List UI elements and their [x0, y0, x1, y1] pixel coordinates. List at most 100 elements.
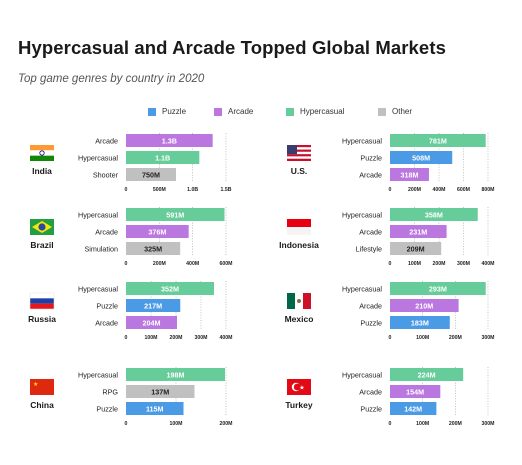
value-label: 325M — [144, 245, 162, 254]
category-label: Arcade — [95, 137, 118, 146]
tick-label: 100M — [416, 421, 429, 427]
category-label: Hypercasual — [78, 285, 118, 294]
panel-brazil: Brazil Hypercasual 591M Arcade 376M Simulatio… — [30, 207, 232, 267]
country-name: Russia — [28, 314, 56, 324]
category-label: Arcade — [359, 388, 382, 397]
value-label: 1.3B — [162, 137, 177, 146]
tick-label: 200M — [153, 261, 166, 267]
value-label: 352M — [161, 285, 179, 294]
tick-label: 200M — [449, 335, 462, 341]
panel-russia: Russia Hypercasual 352M Puzzle 217M Arcade 204… — [28, 281, 232, 341]
tick-label: 0 — [125, 261, 128, 267]
country-name: India — [32, 166, 52, 176]
value-label: 154M — [406, 388, 424, 397]
legend-swatch — [148, 107, 156, 116]
panel-indonesia: Indonesia Hypercasual 358M Arcade 231M Lifest… — [279, 207, 494, 267]
category-label: Puzzle — [96, 302, 118, 311]
value-label: 217M — [144, 302, 162, 311]
bar — [390, 225, 447, 238]
panel-china: ★ China Hypercasual 198M RPG 137M Puzzle 115M 0 1… — [30, 367, 232, 427]
flag-india-icon — [30, 145, 54, 161]
panel-mexico: Mexico Hypercasual 293M Arcade 210M Puzzle 183… — [285, 281, 495, 341]
tick-label: 100M — [416, 335, 429, 341]
category-label: Shooter — [93, 171, 119, 180]
country-name: Mexico — [285, 314, 314, 324]
category-label: Arcade — [95, 228, 118, 237]
value-label: 293M — [429, 285, 447, 294]
category-label: Hypercasual — [78, 154, 118, 163]
country-name: U.S. — [291, 166, 308, 176]
tick-label: 200M — [449, 421, 462, 427]
category-label: Puzzle — [360, 405, 382, 414]
bar — [126, 242, 181, 255]
value-label: 376M — [148, 228, 166, 237]
value-label: 142M — [404, 405, 422, 414]
legend-item-puzzle: Puzzle — [148, 107, 186, 116]
value-label: 231M — [409, 228, 427, 237]
category-label: Arcade — [359, 302, 382, 311]
value-label: 781M — [429, 137, 447, 146]
category-label: Hypercasual — [78, 371, 118, 380]
tick-label: 200M — [433, 261, 446, 267]
tick-label: 300M — [457, 261, 470, 267]
tick-label: 0 — [125, 335, 128, 341]
svg-text:★: ★ — [33, 381, 38, 388]
tick-label: 200M — [408, 187, 421, 193]
tick-label: 300M — [482, 421, 495, 427]
tick-label: 0 — [389, 261, 392, 267]
svg-text:★: ★ — [299, 385, 304, 392]
bar — [126, 151, 200, 164]
tick-label: 0 — [389, 335, 392, 341]
tick-label: 0 — [389, 187, 392, 193]
bar — [390, 208, 478, 221]
tick-label: 200M — [170, 335, 183, 341]
bar — [126, 402, 184, 415]
bar — [126, 316, 177, 329]
bar — [390, 299, 459, 312]
category-label: Hypercasual — [342, 371, 382, 380]
value-label: 358M — [425, 211, 443, 220]
bar — [126, 168, 176, 181]
tick-label: 400M — [186, 261, 199, 267]
bar — [126, 299, 181, 312]
panel-turkey: ★ Turkey Hypercasual 224M Arcade 154M Puzzle 14… — [285, 367, 494, 427]
country-name: China — [30, 400, 54, 410]
category-label: Lifestyle — [356, 245, 382, 254]
flag-us-icon — [287, 145, 311, 161]
legend-label: Other — [392, 107, 413, 116]
tick-label: 0 — [125, 421, 128, 427]
tick-label: 0 — [389, 421, 392, 427]
tick-label: 0 — [125, 187, 128, 193]
legend-item-hypercasual: Hypercasual — [286, 107, 344, 116]
bar — [390, 385, 441, 398]
bar — [126, 282, 214, 295]
value-label: 115M — [146, 405, 164, 414]
bar — [390, 242, 442, 255]
bar — [390, 316, 450, 329]
tick-label: 800M — [482, 187, 495, 193]
flag-turkey-icon: ★ — [287, 379, 311, 395]
tick-label: 400M — [482, 261, 495, 267]
tick-label: 200M — [220, 421, 233, 427]
bar — [126, 368, 225, 381]
bar — [126, 225, 189, 238]
tick-label: 300M — [482, 335, 495, 341]
bar — [390, 368, 464, 381]
value-label: 508M — [412, 154, 430, 163]
panel-us: U.S. Hypercasual 781M Puzzle 508M Arcade 318M 0… — [287, 133, 494, 193]
legend-swatch — [378, 107, 386, 116]
category-label: Hypercasual — [342, 137, 382, 146]
category-label: Puzzle — [360, 154, 382, 163]
bar — [390, 168, 429, 181]
bar — [390, 282, 486, 295]
tick-label: 600M — [220, 261, 233, 267]
flag-indonesia-icon — [287, 219, 311, 235]
legend-item-arcade: Arcade — [214, 107, 253, 116]
tick-label: 1.5B — [221, 187, 232, 193]
legend-label: Hypercasual — [300, 107, 345, 116]
category-label: Arcade — [95, 319, 118, 328]
bar — [390, 402, 437, 415]
value-label: 591M — [166, 211, 184, 220]
legend-swatch — [286, 107, 294, 116]
category-label: Hypercasual — [78, 211, 118, 220]
